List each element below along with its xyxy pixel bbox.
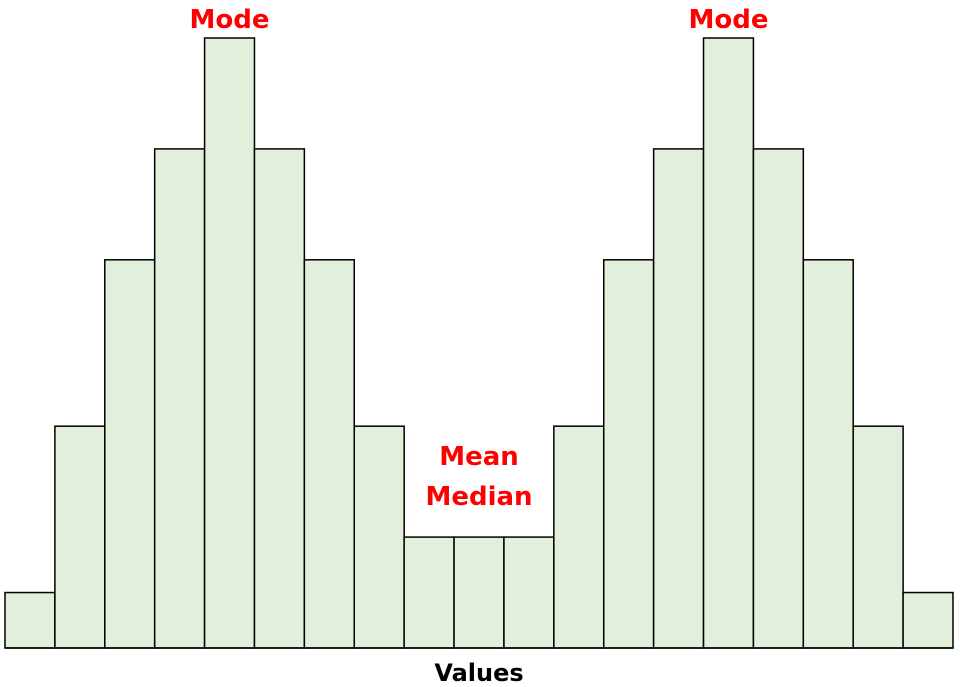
x-axis-label: Values	[434, 659, 523, 687]
histogram-bar-15	[702, 37, 755, 649]
histogram-bar-19	[902, 591, 954, 649]
annotation-mode-1: Mode	[688, 5, 768, 35]
histogram-bar-12	[553, 425, 605, 649]
histogram-bar-11	[503, 536, 555, 649]
histogram-bar-18	[852, 425, 904, 649]
histogram-bar-4	[153, 148, 206, 649]
histogram-bar-9	[403, 536, 455, 649]
histogram-bar-13	[602, 259, 655, 649]
histogram-bar-8	[353, 425, 405, 649]
bars-group	[4, 37, 954, 649]
histogram-bar-3	[104, 259, 156, 649]
histogram-bar-5	[203, 37, 256, 649]
histogram-bar-6	[253, 148, 306, 649]
histogram-bar-2	[54, 425, 106, 649]
annotation-median-3: Median	[425, 482, 532, 512]
annotations-group: Mode Mode Mean Median	[190, 5, 769, 512]
histogram-bar-16	[752, 148, 805, 649]
histogram-bar-7	[303, 259, 356, 649]
histogram-bar-17	[802, 259, 854, 649]
annotation-mode-0: Mode	[190, 5, 270, 35]
annotation-mean-2: Mean	[439, 442, 519, 472]
histogram-bar-14	[652, 148, 705, 649]
histogram-bar-10	[453, 536, 505, 649]
histogram-bar-1	[4, 591, 56, 649]
